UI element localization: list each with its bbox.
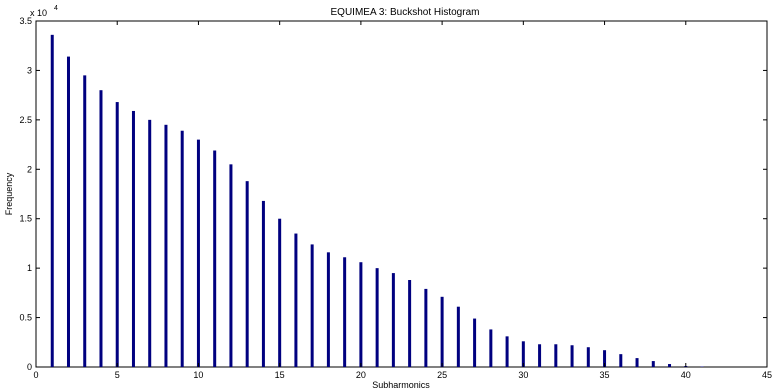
bar: [554, 344, 558, 367]
bar: [586, 347, 590, 367]
bar: [359, 262, 363, 367]
x-axis-label: Subharmonics: [372, 380, 430, 390]
bar: [148, 119, 152, 367]
bar: [424, 288, 428, 367]
y-tick-label: 3: [27, 65, 32, 75]
bar-series: [50, 34, 704, 368]
x-tick-label: 30: [518, 370, 528, 380]
bar: [668, 364, 672, 367]
bar: [83, 75, 87, 367]
bar: [196, 139, 200, 367]
y-axis-ticks: 0 0.5 1 1.5 2 2.5 3 3.5: [19, 16, 767, 372]
x-tick-label: 40: [681, 370, 691, 380]
bar: [326, 252, 330, 367]
y-tick-label: 1.5: [19, 214, 32, 224]
bar: [489, 329, 493, 367]
bar: [131, 110, 135, 368]
y-tick-label: 1: [27, 263, 32, 273]
bar: [278, 218, 282, 367]
x-tick-label: 10: [193, 370, 203, 380]
bar: [261, 200, 265, 367]
y-exponent-base: x 10: [30, 8, 47, 18]
bar: [473, 318, 477, 367]
bar: [115, 102, 119, 367]
y-tick-label: 2.5: [19, 115, 32, 125]
bar: [538, 344, 542, 367]
bar: [50, 34, 54, 368]
bar: [570, 345, 574, 367]
bar: [310, 244, 314, 367]
chart-title: EQUIMEA 3: Buckshot Histogram: [331, 7, 480, 18]
y-tick-label: 0.5: [19, 313, 32, 323]
bar: [603, 350, 607, 367]
plot-area: [35, 20, 768, 368]
bar: [651, 361, 655, 367]
x-tick-label: 0: [33, 370, 38, 380]
bar: [619, 354, 623, 367]
bar: [213, 150, 217, 367]
bar: [375, 268, 379, 367]
bar: [245, 181, 249, 367]
y-exponent-power: 4: [54, 5, 58, 12]
y-tick-label: 0: [27, 362, 32, 372]
y-axis-label: Frequency: [4, 172, 14, 215]
x-tick-label: 20: [356, 370, 366, 380]
y-tick-label: 3.5: [19, 16, 32, 26]
x-axis-ticks: 0 5 10 15 20 25 30 35 40 45: [33, 21, 772, 380]
bar: [343, 257, 347, 367]
x-tick-label: 25: [437, 370, 447, 380]
bar: [66, 56, 70, 368]
bar: [505, 336, 509, 367]
bar: [635, 358, 639, 367]
x-tick-label: 15: [275, 370, 285, 380]
x-tick-label: 5: [115, 370, 120, 380]
bar: [521, 341, 525, 367]
bar: [456, 306, 460, 367]
bar: [294, 233, 298, 367]
bar: [408, 280, 412, 367]
bar: [99, 90, 103, 367]
y-tick-label: 2: [27, 164, 32, 174]
bar: [180, 130, 184, 367]
bar: [440, 296, 444, 367]
bar: [391, 273, 395, 367]
x-tick-label: 45: [762, 370, 772, 380]
bar: [229, 164, 233, 367]
bar: [164, 124, 168, 367]
x-tick-label: 35: [600, 370, 610, 380]
